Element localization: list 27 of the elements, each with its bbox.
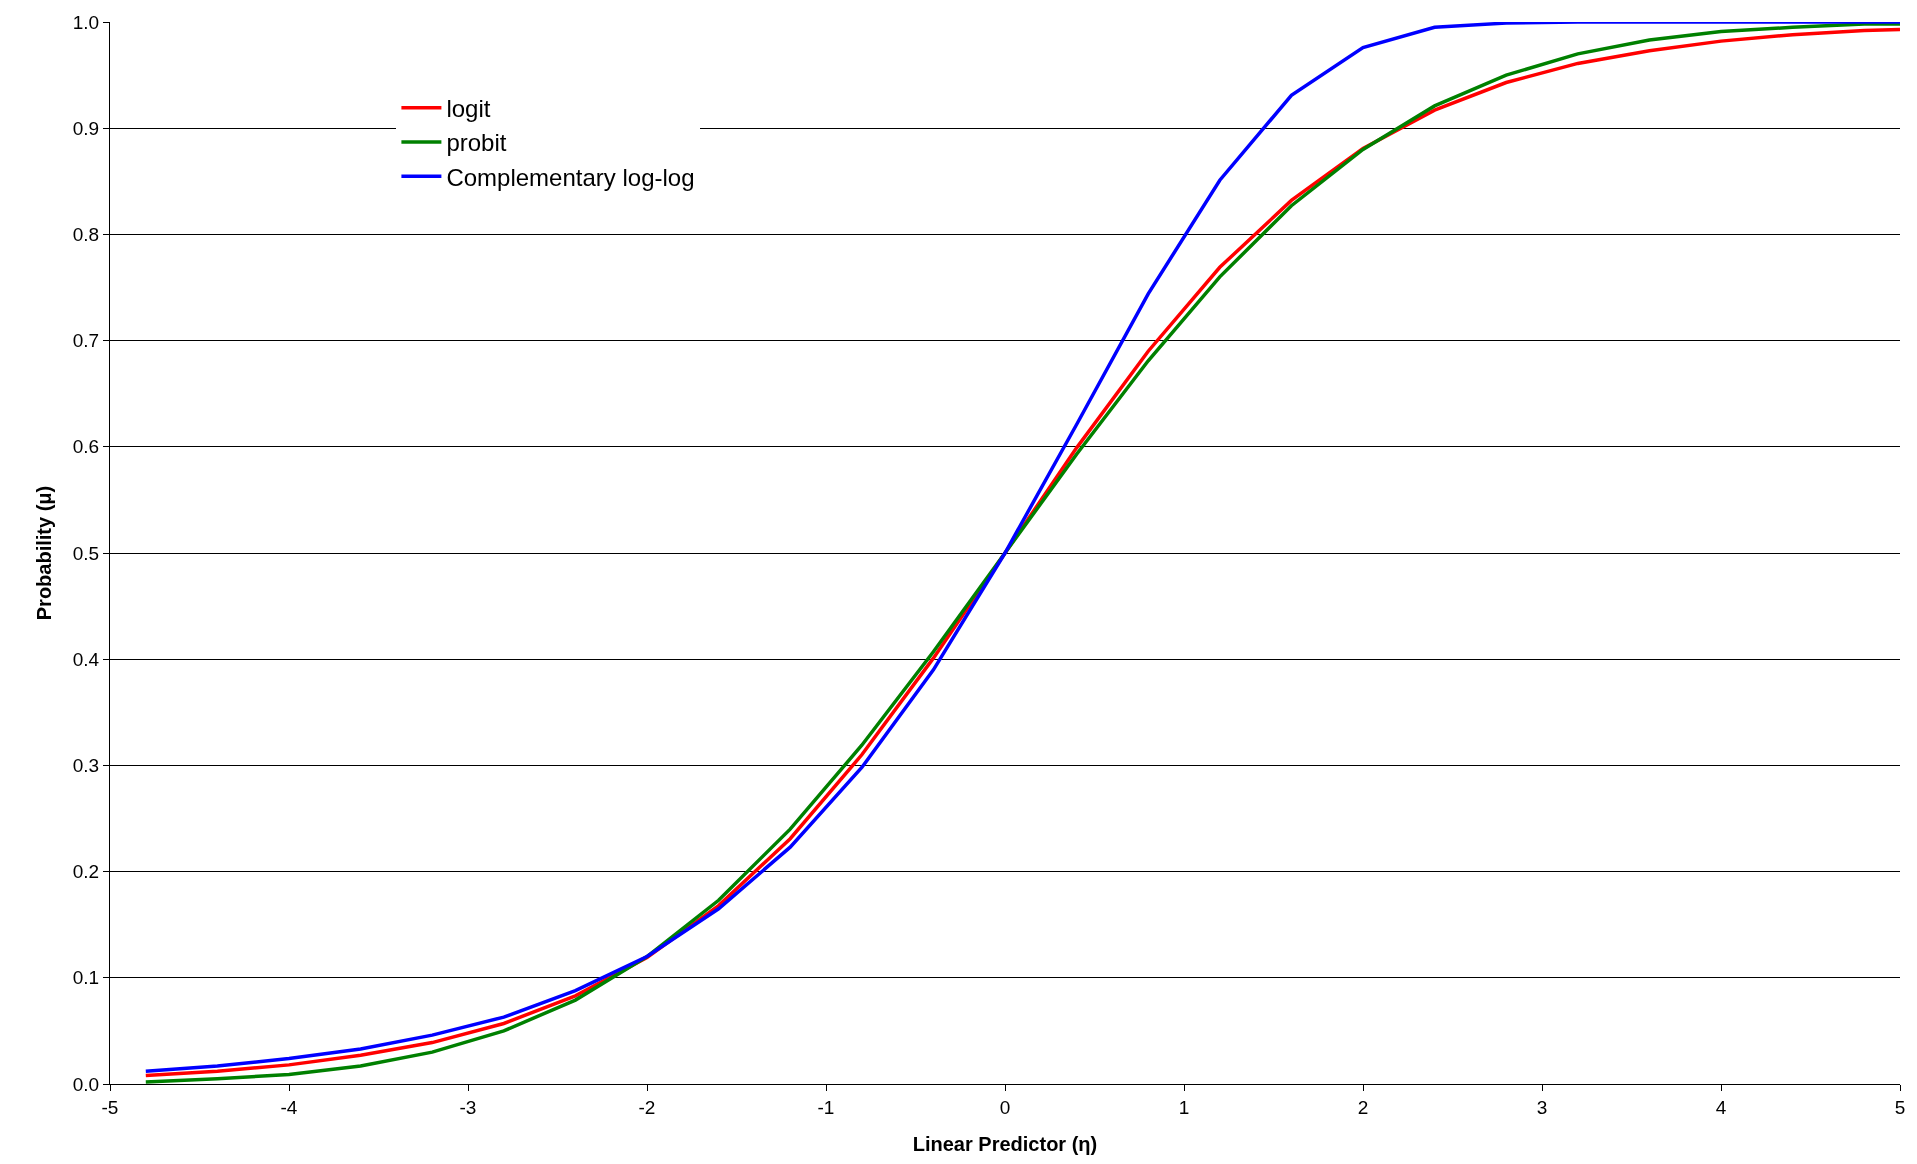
y-tick-label: 0.3: [72, 755, 100, 777]
x-tick-label: -4: [280, 1096, 298, 1118]
y-tick-label: 1.0: [72, 11, 100, 33]
x-tick-label: -1: [817, 1096, 835, 1118]
legend-label: logit: [446, 95, 491, 123]
y-tick-label: 0.1: [72, 967, 100, 989]
y-tick-label: 0.9: [72, 117, 100, 139]
y-tick-label: 0.7: [72, 330, 100, 352]
y-axis-title: Probability (μ): [33, 485, 56, 621]
legend-label: probit: [446, 129, 507, 157]
x-tick-label: 4: [1715, 1096, 1727, 1118]
y-tick-label: 0.0: [72, 1073, 100, 1095]
x-tick-label: -2: [638, 1096, 656, 1118]
x-axis-title: Linear Predictor (η): [912, 1133, 1098, 1156]
legend-label: Complementary log-log: [446, 163, 695, 191]
x-tick-label: 0: [999, 1096, 1011, 1118]
x-tick-label: 2: [1357, 1096, 1369, 1118]
x-tick-label: 3: [1536, 1096, 1548, 1118]
y-tick-label: 0.2: [72, 861, 100, 883]
x-tick-label: -3: [459, 1096, 477, 1118]
y-tick-label: 0.4: [72, 648, 100, 670]
x-tick-label: 1: [1178, 1096, 1190, 1118]
y-tick-label: 0.8: [72, 224, 100, 246]
y-tick-label: 0.5: [72, 542, 100, 564]
y-tick-label: 0.6: [72, 436, 100, 458]
x-tick-label: -5: [101, 1096, 119, 1118]
x-tick-label: 5: [1894, 1096, 1906, 1118]
